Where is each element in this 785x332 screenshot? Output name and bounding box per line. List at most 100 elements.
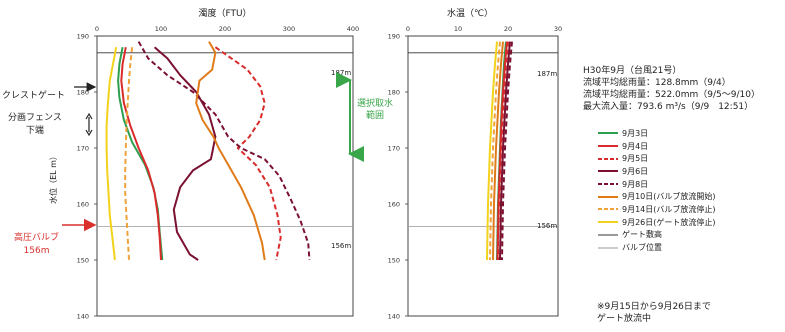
intake-range-label: 選択取水 範囲: [357, 98, 393, 122]
temp-level-187-label: 187m: [537, 70, 557, 78]
crest-gate-label: クレストゲート: [2, 91, 66, 101]
temperature-chart-title: 水温（℃）: [447, 7, 493, 19]
legend-label: ゲート敷高: [622, 230, 662, 240]
turbidity-x-tick-label: 100: [155, 25, 167, 33]
legend-item: 9月10日(バルブ放流開始): [597, 190, 716, 203]
legend-item: 9月14日(バルブ放流停止): [597, 203, 716, 216]
turbidity-series-line: [105, 47, 118, 261]
legend-label: 9月14日(バルブ放流停止): [622, 204, 716, 214]
temperature-reference-lines: [408, 52, 558, 227]
legend-swatch: [598, 234, 618, 236]
turbidity-y-tick-label: 180: [77, 89, 89, 97]
temperature-y-tick-label: 180: [388, 89, 400, 97]
temperature-series-line: [501, 41, 513, 261]
legend-label: 9月3日: [622, 128, 649, 138]
turbidity-plot-frame: [96, 35, 354, 317]
turbidity-x-tick-label: 0: [95, 25, 99, 33]
event-line-3: 最大流入量：793.6 m³/s（9/9 12:51）: [583, 102, 754, 112]
intake-range-label-line1: 選択取水: [357, 99, 394, 109]
legend: 9月3日 9月4日 9月5日 9月6日 9月8日 9月10日(バルブ放流開始) 9月14日(…: [597, 127, 716, 254]
turbidity-series-line: [124, 47, 134, 261]
footnote-line-2: ゲート放流中: [597, 314, 652, 324]
turbidity-chart-title: 濁度（FTU）: [198, 7, 251, 19]
legend-label: 9月10日(バルブ放流開始): [622, 192, 716, 202]
level-156-label: 156m: [331, 242, 351, 250]
turbidity-series-line: [137, 41, 311, 261]
turbidity-series-line: [214, 46, 282, 261]
turbidity-y-tick-label: 170: [77, 145, 89, 153]
legend-label: 9月5日: [622, 154, 649, 164]
turbidity-x-tick-label: 400: [347, 25, 359, 33]
temperature-series-line: [497, 41, 509, 260]
footnote-line-1: ※9月15日から9月26日まで: [597, 302, 711, 312]
legend-item: ゲート敷高: [597, 229, 716, 242]
temperature-y-tick-label: 190: [388, 33, 400, 41]
temperature-x-tick-label: 0: [406, 25, 410, 33]
legend-swatch: [598, 170, 618, 173]
turbidity-series-line: [153, 46, 217, 261]
legend-label: 9月26日(ゲート放流停止): [622, 217, 716, 227]
temperature-x-tick-label: 30: [554, 25, 562, 33]
temperature-x-tick-label: 20: [504, 25, 512, 33]
event-title: H30年9月（台風21号）: [583, 66, 682, 76]
legend-label: 9月8日: [622, 179, 649, 189]
temperature-series-line: [489, 41, 501, 261]
temp-level-156-label: 156m: [537, 222, 557, 230]
legend-item: 9月26日(ゲート放流停止): [597, 216, 716, 229]
turbidity-x-ticks: 0 100 200 300 400: [95, 25, 359, 33]
turbidity-series-line: [120, 47, 162, 261]
turbidity-y-ticks: 140 150 160 170 180 190: [77, 33, 97, 321]
temperature-series-line: [492, 41, 504, 261]
temperature-y-tick-label: 140: [388, 313, 400, 321]
fence-bottom-label-line2: 下端: [25, 126, 44, 136]
legend-item: 9月4日: [597, 140, 716, 153]
legend-label: バルブ位置: [622, 243, 662, 253]
turbidity-y-axis-label: 水位（EL m）: [48, 152, 58, 204]
fence-bottom-arrowheads: [85, 112, 93, 137]
turbidity-chart: 濁度（FTU） 0 100 200 300 400 140 150 160 170 180 190…: [48, 7, 359, 321]
turbidity-series: [105, 41, 311, 261]
event-line-2: 流域平均総雨量：522.0mm（9/5〜9/10）: [583, 90, 760, 100]
legend-swatch: [598, 195, 618, 198]
legend-item: 9月5日: [597, 152, 716, 165]
legend-swatch: [598, 145, 618, 148]
fence-bottom-label: 分画フェンス 下端: [8, 112, 62, 138]
footnote: ※9月15日から9月26日まで ゲート放流中: [597, 301, 711, 325]
legend-item: 9月3日: [597, 127, 716, 140]
event-line-1: 流域平均総雨量：128.8mm（9/4）: [583, 78, 731, 88]
turbidity-series-line: [195, 41, 266, 261]
turbidity-y-tick-label: 190: [77, 33, 89, 41]
legend-swatch: [598, 157, 618, 160]
temperature-plot-frame: [407, 35, 559, 317]
legend-swatch: [598, 132, 618, 135]
legend-swatch: [598, 183, 618, 186]
temperature-series-line: [486, 41, 498, 261]
turbidity-y-tick-label: 140: [77, 313, 89, 321]
level-187-label: 187m: [331, 69, 351, 77]
turbidity-y-tick-label: 160: [77, 201, 89, 209]
legend-label: 9月6日: [622, 166, 649, 176]
legend-item: 9月8日: [597, 178, 716, 191]
turbidity-x-tick-label: 200: [219, 25, 231, 33]
temperature-x-ticks: 0 10 20 30: [406, 25, 562, 33]
intake-range-label-line2: 範囲: [366, 111, 385, 121]
temperature-series-line: [499, 41, 511, 261]
fence-bottom-label-line1: 分画フェンス: [8, 113, 62, 123]
valve-label: 高圧バルブ 156m: [14, 232, 59, 258]
valve-label-line2: 156m: [23, 246, 50, 256]
temperature-y-tick-label: 150: [388, 257, 400, 265]
legend-swatch: [598, 247, 618, 249]
legend-swatch: [598, 208, 618, 211]
temperature-x-tick-label: 10: [454, 25, 462, 33]
legend-item: バルブ位置: [597, 241, 716, 254]
legend-item: 9月6日: [597, 165, 716, 178]
temperature-y-ticks: 140 150 160 170 180 190: [388, 33, 408, 321]
legend-swatch: [598, 221, 618, 224]
temperature-series: [486, 41, 513, 261]
turbidity-x-tick-label: 300: [283, 25, 295, 33]
turbidity-y-tick-label: 150: [77, 257, 89, 265]
legend-label: 9月4日: [622, 141, 649, 151]
temperature-y-tick-label: 170: [388, 145, 400, 153]
valve-label-line1: 高圧バルブ: [14, 233, 60, 243]
